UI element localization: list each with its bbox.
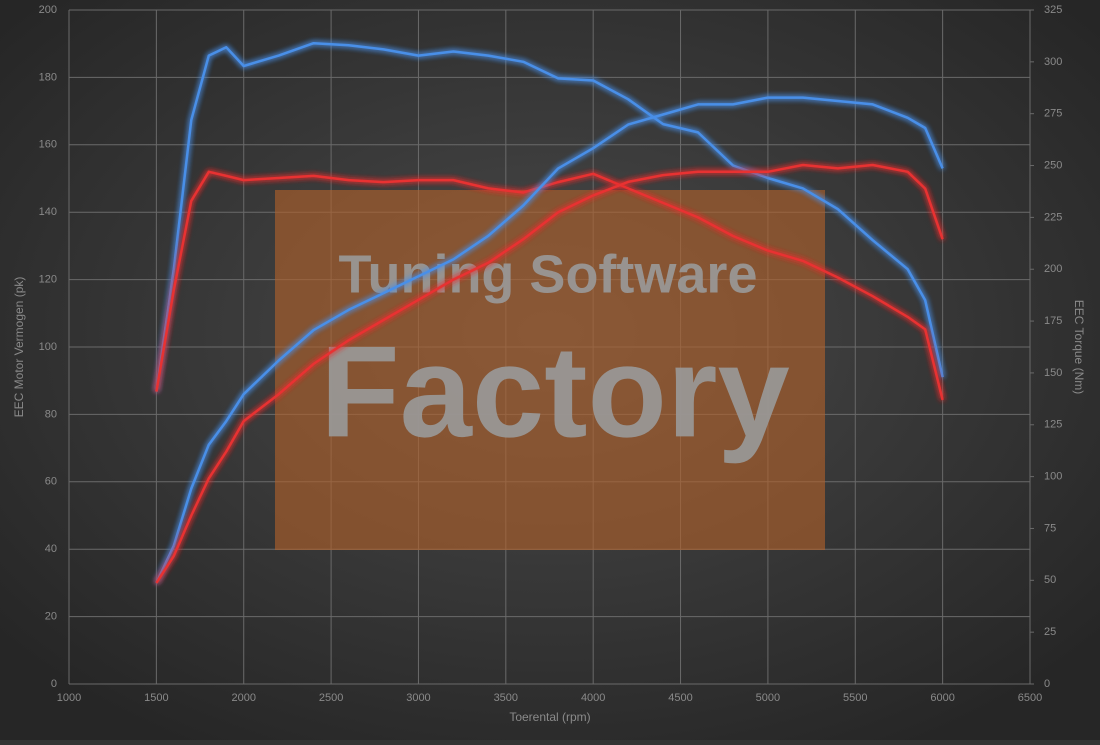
y-tick-label: 100 xyxy=(39,341,57,353)
y2-tick-label: 25 xyxy=(1044,626,1056,638)
y2-tick-label: 275 xyxy=(1044,108,1062,120)
y2-tick-label: 225 xyxy=(1044,211,1062,223)
y2-tick-label: 100 xyxy=(1044,471,1062,483)
y2-tick-label: 175 xyxy=(1044,315,1062,327)
y2-tick-label: 50 xyxy=(1044,574,1056,586)
y-tick-label: 60 xyxy=(45,476,57,488)
lines xyxy=(155,41,944,584)
y-tick-label: 180 xyxy=(39,71,57,83)
y-tick-label: 120 xyxy=(39,274,57,286)
y2-tick-label: 325 xyxy=(1044,4,1062,16)
data-line xyxy=(155,96,944,584)
y2-tick-label: 200 xyxy=(1044,263,1062,275)
x-tick-label: 5000 xyxy=(756,692,780,704)
y-tick-label: 0 xyxy=(51,678,57,690)
x-tick-label: 6000 xyxy=(930,692,954,704)
y-tick-label: 20 xyxy=(45,611,57,623)
y2-tick-label: 250 xyxy=(1044,159,1062,171)
watermark-text: Tuning Software xyxy=(339,244,758,304)
y-tick-label: 160 xyxy=(39,139,57,151)
y-tick-label: 80 xyxy=(45,408,57,420)
watermark-text: Factory xyxy=(320,318,790,464)
data-line xyxy=(155,41,944,392)
y2-tick-label: 0 xyxy=(1044,678,1050,690)
x-tick-label: 3000 xyxy=(406,692,430,704)
y-tick-label: 140 xyxy=(39,206,57,218)
x-axis-label: Toerental (rpm) xyxy=(509,710,590,724)
data-line xyxy=(155,163,944,584)
y-tick-label: 200 xyxy=(39,4,57,16)
x-tick-label: 6500 xyxy=(1018,692,1042,704)
y2-tick-label: 75 xyxy=(1044,522,1056,534)
watermark-box xyxy=(275,190,825,550)
x-tick-label: 3500 xyxy=(494,692,518,704)
y2-tick-label: 300 xyxy=(1044,56,1062,68)
x-tick-label: 4500 xyxy=(668,692,692,704)
x-tick-label: 4000 xyxy=(581,692,605,704)
data-line xyxy=(155,170,944,401)
x-tick-label: 2500 xyxy=(319,692,343,704)
y2-axis-label: EEC Torque (Nm) xyxy=(1072,300,1086,394)
x-tick-label: 2000 xyxy=(231,692,255,704)
x-tick-label: 1500 xyxy=(144,692,168,704)
x-tick-label: 1000 xyxy=(57,692,81,704)
y-tick-label: 40 xyxy=(45,543,57,555)
y2-tick-label: 125 xyxy=(1044,419,1062,431)
y2-tick-label: 150 xyxy=(1044,367,1062,379)
y-axis-label: EEC Motor Vermogen (pk) xyxy=(12,277,26,418)
x-tick-label: 5500 xyxy=(843,692,867,704)
